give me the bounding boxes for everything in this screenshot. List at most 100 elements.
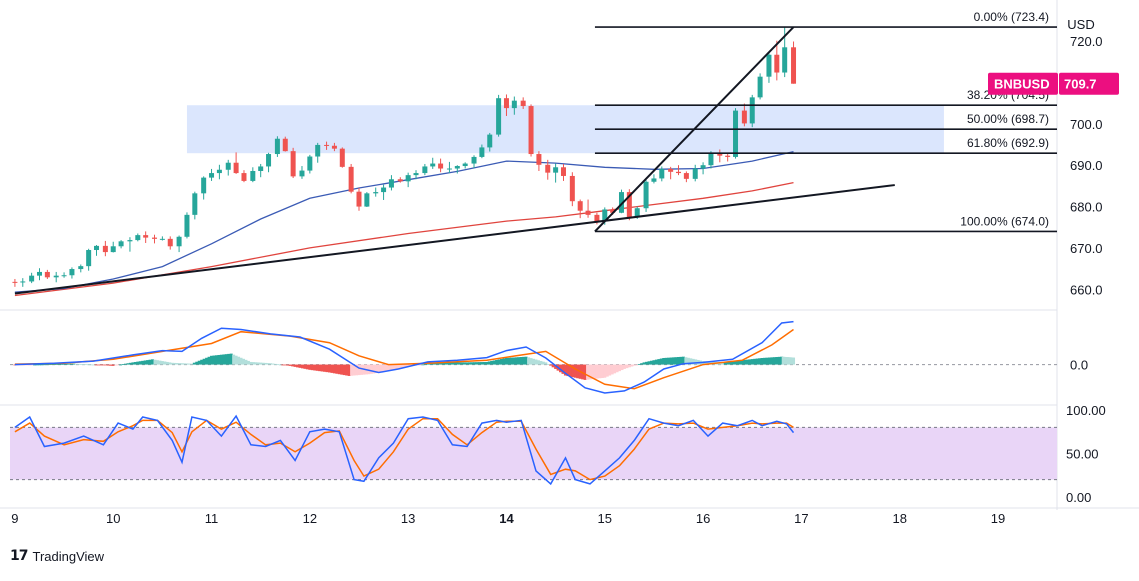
candle-body[interactable] <box>324 144 330 146</box>
last-price-tag[interactable] <box>1059 72 1119 95</box>
candle-body[interactable] <box>569 175 575 202</box>
candle-body[interactable] <box>496 98 502 135</box>
candle-body[interactable] <box>78 266 84 270</box>
candle-body[interactable] <box>397 179 403 182</box>
candle-body[interactable] <box>553 167 559 173</box>
candle-body[interactable] <box>356 191 362 207</box>
candle-body[interactable] <box>618 192 624 213</box>
candle-body[interactable] <box>577 201 583 211</box>
candle-body[interactable] <box>290 151 296 177</box>
candle-body[interactable] <box>413 173 419 176</box>
candle-body[interactable] <box>757 76 763 98</box>
candle-body[interactable] <box>471 156 477 164</box>
candle-body[interactable] <box>503 98 509 109</box>
candle-body[interactable] <box>511 100 517 109</box>
candle-body[interactable] <box>348 166 354 192</box>
candle-body[interactable] <box>749 97 755 124</box>
candle-body[interactable] <box>430 163 436 167</box>
candle-body[interactable] <box>176 236 182 247</box>
candle-body[interactable] <box>766 54 772 77</box>
candle-body[interactable] <box>422 166 428 174</box>
candle-body[interactable] <box>159 238 165 240</box>
candle-body[interactable] <box>668 168 674 172</box>
candles-layer[interactable] <box>12 27 797 287</box>
candle-body[interactable] <box>487 134 493 148</box>
candle-body[interactable] <box>462 163 468 167</box>
candle-body[interactable] <box>479 147 485 157</box>
stochastic-k-line[interactable] <box>14 414 795 486</box>
candle-body[interactable] <box>381 187 387 193</box>
ma-slow-line[interactable] <box>14 181 794 297</box>
candle-body[interactable] <box>110 246 116 253</box>
candle-body[interactable] <box>741 110 747 124</box>
candle-body[interactable] <box>733 110 739 157</box>
candle-body[interactable] <box>676 171 682 174</box>
candle-body[interactable] <box>315 144 321 157</box>
candle-body[interactable] <box>692 168 698 179</box>
candle-body[interactable] <box>634 208 640 218</box>
drawings-layer[interactable]: 0.00% (723.4)38.20% (704.5)50.00% (698.7… <box>14 10 1057 295</box>
axes-layer[interactable]: 660.0670.0680.0690.0700.0710.0720.00.010… <box>11 34 1119 526</box>
candle-body[interactable] <box>274 138 280 155</box>
candle-body[interactable] <box>12 281 18 283</box>
candle-body[interactable] <box>69 269 75 276</box>
candle-body[interactable] <box>717 152 723 156</box>
candle-body[interactable] <box>373 192 379 194</box>
candle-body[interactable] <box>774 54 780 73</box>
candle-body[interactable] <box>118 241 124 247</box>
candle-body[interactable] <box>201 177 207 194</box>
candle-body[interactable] <box>53 275 59 278</box>
candle-body[interactable] <box>184 214 190 237</box>
stochastic-d-line[interactable] <box>14 417 794 481</box>
candle-body[interactable] <box>520 100 526 107</box>
candle-body[interactable] <box>782 47 788 73</box>
candle-body[interactable] <box>192 193 198 215</box>
candle-body[interactable] <box>388 179 394 188</box>
candle-body[interactable] <box>143 235 149 238</box>
candle-body[interactable] <box>560 167 566 176</box>
candle-body[interactable] <box>454 166 460 169</box>
macd-pane[interactable] <box>10 320 1057 394</box>
macd-line[interactable] <box>14 320 794 394</box>
candle-body[interactable] <box>536 154 542 165</box>
candle-body[interactable] <box>102 245 108 253</box>
candle-body[interactable] <box>528 106 534 155</box>
candle-body[interactable] <box>225 162 231 170</box>
candle-body[interactable] <box>683 173 689 179</box>
candle-body[interactable] <box>438 163 444 169</box>
candle-body[interactable] <box>241 173 247 181</box>
candle-body[interactable] <box>659 168 665 179</box>
candle-body[interactable] <box>216 169 222 174</box>
candle-body[interactable] <box>364 193 370 207</box>
candle-body[interactable] <box>331 145 337 149</box>
candle-body[interactable] <box>700 165 706 169</box>
candle-body[interactable] <box>339 148 345 167</box>
candle-body[interactable] <box>791 47 797 84</box>
candle-body[interactable] <box>626 192 632 218</box>
candle-body[interactable] <box>167 238 173 247</box>
candle-body[interactable] <box>602 209 608 222</box>
candle-body[interactable] <box>299 170 305 177</box>
candle-body[interactable] <box>250 170 256 181</box>
stochastic-pane[interactable] <box>10 414 1057 486</box>
candle-body[interactable] <box>20 281 26 283</box>
candle-body[interactable] <box>135 235 141 241</box>
candle-body[interactable] <box>44 271 50 278</box>
trendline[interactable] <box>14 184 895 295</box>
candle-body[interactable] <box>127 240 133 242</box>
candle-body[interactable] <box>266 154 272 167</box>
candle-body[interactable] <box>258 166 264 171</box>
candle-body[interactable] <box>61 275 67 277</box>
candle-body[interactable] <box>643 181 649 209</box>
candle-body[interactable] <box>94 245 100 251</box>
symbol-tag[interactable] <box>988 72 1058 95</box>
candle-body[interactable] <box>209 173 215 178</box>
candle-body[interactable] <box>29 275 35 282</box>
candle-body[interactable] <box>708 152 714 166</box>
brand-watermark[interactable]: 17 TradingView <box>10 546 104 566</box>
candle-body[interactable] <box>446 168 452 170</box>
candle-body[interactable] <box>585 210 591 215</box>
candle-body[interactable] <box>725 155 731 157</box>
